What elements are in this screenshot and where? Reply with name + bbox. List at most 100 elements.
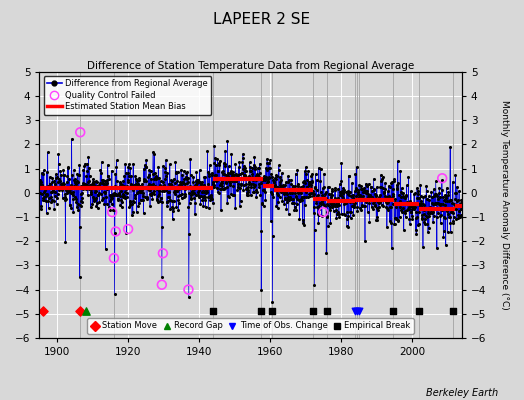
Point bbox=[385, 218, 394, 224]
Point bbox=[49, 186, 57, 193]
Point bbox=[45, 183, 53, 190]
Point bbox=[85, 178, 93, 184]
Point bbox=[176, 179, 184, 186]
Point bbox=[76, 308, 84, 314]
Point bbox=[257, 286, 265, 293]
Point bbox=[441, 198, 450, 204]
Point bbox=[374, 196, 383, 202]
Point bbox=[204, 180, 212, 187]
Point bbox=[430, 212, 439, 219]
Point bbox=[74, 207, 82, 214]
Point bbox=[289, 184, 298, 190]
Point bbox=[411, 227, 420, 233]
Point bbox=[166, 161, 174, 168]
Point bbox=[394, 216, 402, 223]
Point bbox=[137, 197, 145, 203]
Point bbox=[424, 229, 432, 235]
Point bbox=[355, 194, 363, 200]
Point bbox=[402, 182, 411, 188]
Point bbox=[383, 205, 391, 211]
Point bbox=[455, 214, 464, 220]
Point bbox=[390, 176, 398, 182]
Point bbox=[167, 180, 176, 187]
Point bbox=[433, 245, 441, 252]
Point bbox=[203, 186, 211, 192]
Point bbox=[135, 200, 144, 206]
Point bbox=[288, 190, 296, 196]
Point bbox=[249, 162, 258, 168]
Point bbox=[311, 171, 320, 177]
Point bbox=[376, 192, 384, 198]
Point bbox=[106, 206, 114, 213]
Point bbox=[398, 190, 406, 196]
Point bbox=[304, 168, 312, 174]
Point bbox=[280, 201, 288, 208]
Point bbox=[335, 181, 344, 187]
Point bbox=[445, 214, 453, 220]
Point bbox=[406, 198, 414, 204]
Point bbox=[344, 188, 352, 195]
Point bbox=[403, 207, 411, 214]
Point bbox=[352, 193, 361, 200]
Point bbox=[220, 186, 228, 192]
Point bbox=[330, 208, 338, 214]
Point bbox=[451, 202, 459, 208]
Point bbox=[150, 151, 158, 157]
Point bbox=[133, 209, 141, 215]
Point bbox=[47, 198, 55, 205]
Point bbox=[155, 186, 163, 192]
Point bbox=[256, 160, 264, 167]
Point bbox=[268, 298, 277, 305]
Point bbox=[399, 193, 407, 200]
Point bbox=[125, 161, 133, 167]
Point bbox=[453, 184, 461, 190]
Point bbox=[146, 190, 155, 197]
Point bbox=[92, 203, 101, 209]
Point bbox=[66, 189, 74, 195]
Point bbox=[134, 183, 142, 189]
Point bbox=[39, 197, 48, 204]
Point bbox=[254, 174, 263, 180]
Point bbox=[160, 169, 169, 176]
Point bbox=[337, 211, 346, 217]
Point bbox=[130, 192, 139, 198]
Point bbox=[279, 188, 287, 194]
Point bbox=[242, 186, 250, 193]
Point bbox=[82, 182, 91, 188]
Point bbox=[373, 205, 381, 211]
Point bbox=[116, 187, 125, 194]
Point bbox=[67, 181, 75, 188]
Point bbox=[447, 207, 456, 213]
Point bbox=[38, 191, 46, 197]
Point bbox=[203, 189, 211, 196]
Point bbox=[288, 182, 297, 189]
Point bbox=[454, 212, 462, 218]
Point bbox=[410, 205, 419, 211]
Point bbox=[380, 185, 389, 192]
Point bbox=[81, 161, 89, 167]
Point bbox=[59, 167, 68, 174]
Point bbox=[325, 198, 333, 204]
Point bbox=[137, 184, 146, 191]
Point bbox=[74, 179, 82, 186]
Point bbox=[217, 186, 225, 192]
Point bbox=[342, 198, 350, 205]
Point bbox=[254, 165, 262, 171]
Point bbox=[121, 184, 129, 190]
Point bbox=[84, 179, 92, 185]
Point bbox=[300, 194, 308, 200]
Point bbox=[108, 192, 116, 198]
Point bbox=[38, 182, 47, 188]
Point bbox=[439, 234, 447, 240]
Point bbox=[378, 174, 387, 181]
Point bbox=[143, 196, 151, 202]
Point bbox=[66, 201, 74, 208]
Point bbox=[343, 209, 352, 215]
Point bbox=[235, 171, 244, 178]
Point bbox=[170, 188, 179, 195]
Point bbox=[190, 195, 198, 202]
Point bbox=[325, 199, 334, 205]
Point bbox=[214, 167, 222, 174]
Point bbox=[370, 186, 378, 192]
Point bbox=[364, 194, 372, 200]
